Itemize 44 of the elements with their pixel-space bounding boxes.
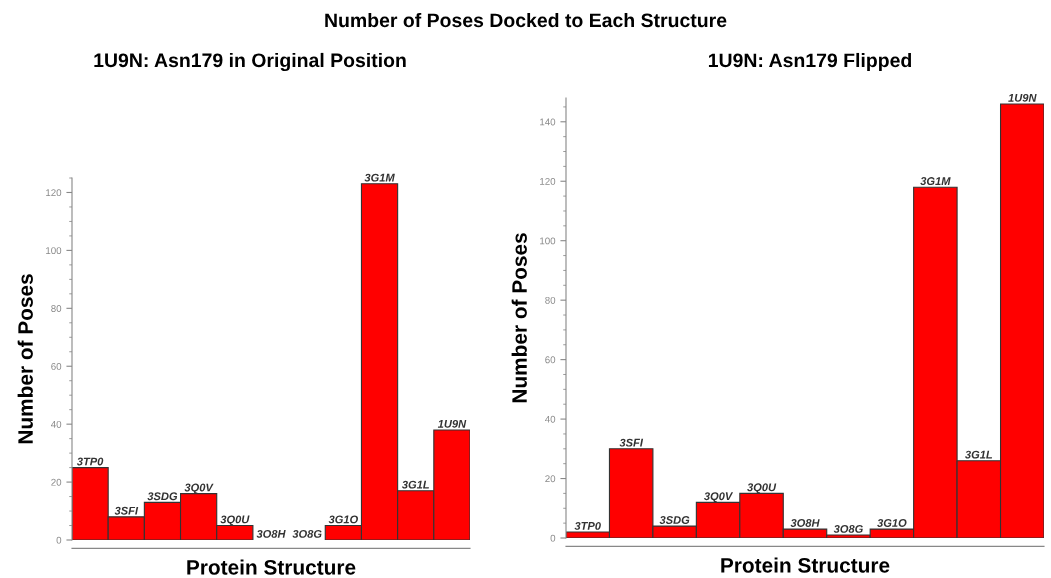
category-label: 3Q0U xyxy=(220,515,250,526)
category-label: 3G1O xyxy=(877,519,907,527)
x-axis-title: Protein Structure xyxy=(721,557,890,573)
y-tick-label: 100 xyxy=(46,247,62,255)
y-tick-label: 40 xyxy=(544,415,556,423)
y-tick-label: 60 xyxy=(545,356,556,364)
category-label: 3TP0 xyxy=(574,521,601,530)
category-label: 3TP0 xyxy=(76,457,104,466)
category-label: 3Q0U xyxy=(747,483,777,494)
y-tick-label: 120 xyxy=(540,177,556,185)
y-axis-title: Number of Poses xyxy=(511,233,527,403)
text: Number of Poses Docked to Each Structure xyxy=(325,12,727,28)
category-label: 1U9N xyxy=(437,419,467,428)
y-tick-label: 60 xyxy=(51,362,62,370)
category-label: 3SFI xyxy=(114,506,139,515)
y-tick-label: 80 xyxy=(51,305,62,312)
category-label: 3O8G xyxy=(833,524,863,533)
x-axis-title: Protein Structure xyxy=(187,559,356,575)
category-label: 3O8H xyxy=(790,519,820,527)
category-label: 3Q0V xyxy=(184,483,214,494)
category-label: 3O8G xyxy=(292,529,322,538)
category-label: 3SDG xyxy=(659,516,690,524)
category-label: 3G1L xyxy=(401,480,429,489)
y-tick-label: 140 xyxy=(540,118,556,126)
y-tick-label: 0 xyxy=(550,534,556,542)
y-tick-label: 100 xyxy=(540,237,556,245)
category-label: 3SFI xyxy=(619,438,644,447)
category-label: 3O8H xyxy=(256,529,286,538)
category-label: 1U9N xyxy=(1008,93,1037,102)
y-tick-label: 40 xyxy=(50,420,62,428)
y-tick-label: 0 xyxy=(56,536,62,544)
category-label: 3G1M xyxy=(920,177,951,185)
y-tick-label: 120 xyxy=(46,189,62,197)
y-tick-label: 80 xyxy=(545,296,556,304)
y-tick-label: 20 xyxy=(51,478,62,486)
y-tick-label: 20 xyxy=(545,475,556,483)
category-label: 3SDG xyxy=(147,492,178,501)
chart-title: 1U9N: Asn179 in Original Position xyxy=(94,52,406,72)
category-label: 3G1L xyxy=(965,450,993,459)
chart-title: 1U9N: Asn179 Flipped xyxy=(708,52,912,72)
category-label: 3G1O xyxy=(328,515,358,524)
category-label: 3G1M xyxy=(364,173,395,182)
category-label: 3Q0V xyxy=(703,492,734,503)
y-axis-title: Number of Poses xyxy=(17,274,33,444)
